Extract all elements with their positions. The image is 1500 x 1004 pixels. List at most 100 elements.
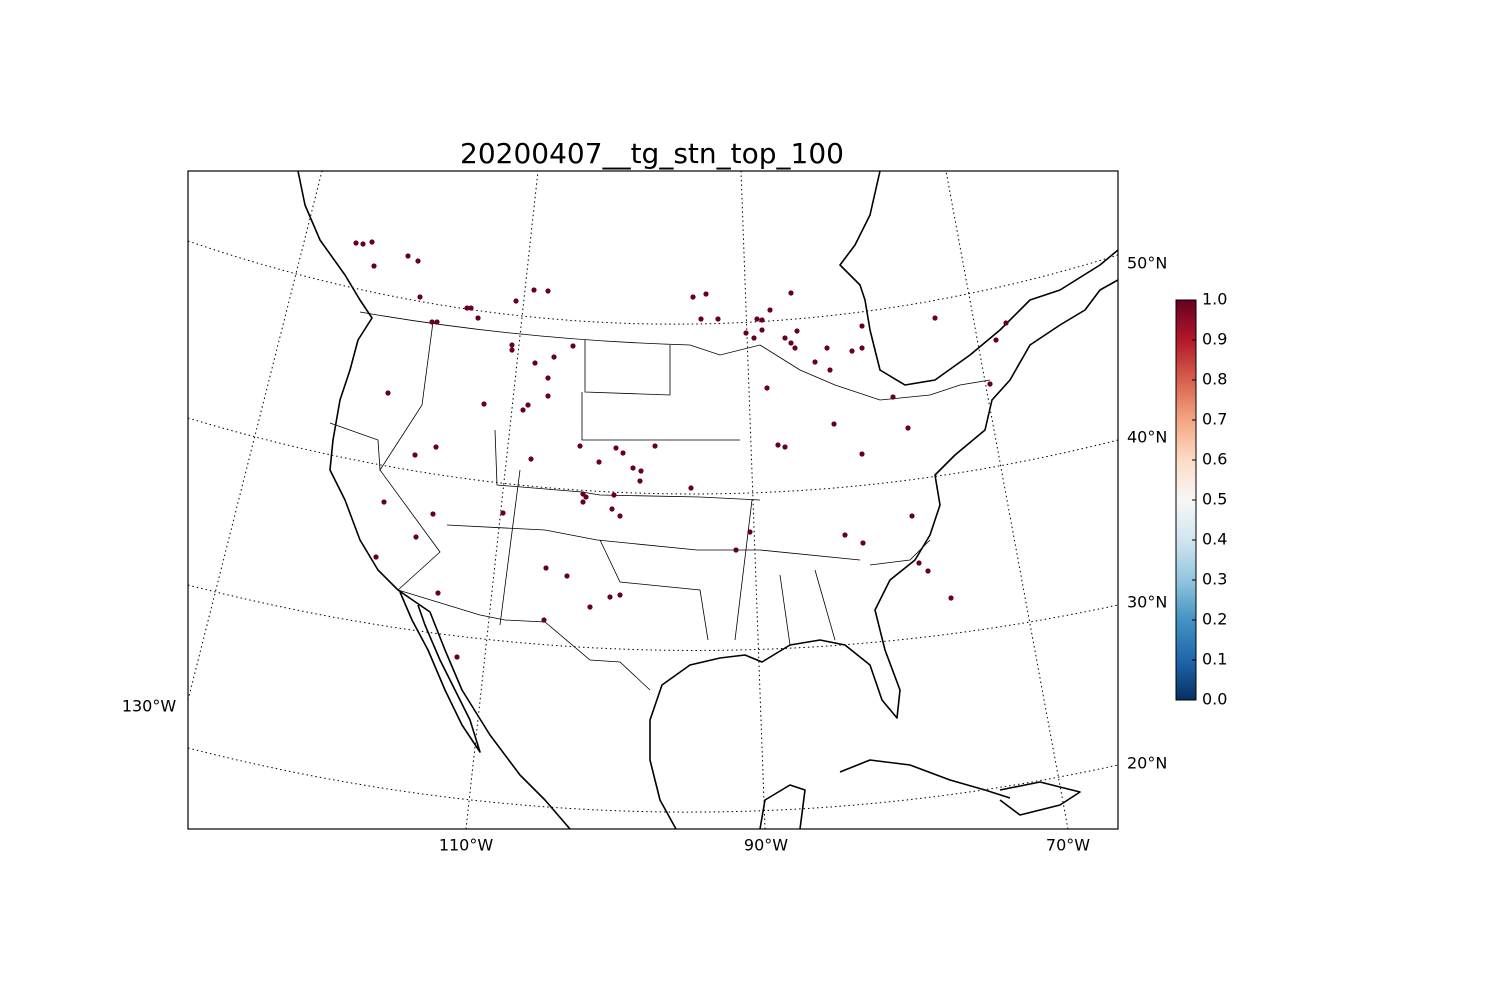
station (909, 513, 915, 519)
map-title: 20200407__tg_stn_top_100 (460, 137, 844, 170)
station (759, 327, 765, 333)
station (531, 287, 537, 293)
station (371, 263, 377, 269)
station (987, 381, 993, 387)
colorbar-tick-label: 0.1 (1202, 650, 1227, 669)
lon-label: 90°W (744, 836, 788, 855)
station (545, 393, 551, 399)
station (369, 239, 375, 245)
station (583, 494, 589, 500)
station (638, 468, 644, 474)
station (764, 385, 770, 391)
map-area (188, 171, 1118, 829)
station (551, 354, 557, 360)
station (794, 328, 800, 334)
station (513, 298, 519, 304)
country-border (359, 311, 991, 401)
station (580, 499, 586, 505)
station (620, 450, 626, 456)
station (464, 305, 470, 311)
map-frame (187, 170, 1119, 830)
station (434, 319, 440, 325)
station (564, 573, 570, 579)
coastline (649, 279, 1118, 829)
station (509, 347, 515, 353)
coastline (759, 759, 1081, 829)
station (782, 444, 788, 450)
station (577, 443, 583, 449)
station (607, 594, 613, 600)
station (759, 317, 765, 323)
station (596, 459, 602, 465)
station (812, 359, 818, 365)
parallel (188, 584, 1118, 651)
station (788, 340, 794, 346)
station (454, 654, 460, 660)
coastline (839, 171, 1118, 386)
station (570, 343, 576, 349)
station (435, 590, 441, 596)
station (754, 316, 760, 322)
station (842, 532, 848, 538)
parallel (188, 747, 1118, 813)
station (630, 465, 636, 471)
station (587, 604, 593, 610)
station (859, 345, 865, 351)
colorbar-tick-label: 0.5 (1202, 490, 1227, 509)
station (385, 390, 391, 396)
colorbar-tick-label: 0.6 (1202, 450, 1227, 469)
station (788, 290, 794, 296)
station (617, 513, 623, 519)
station (767, 307, 773, 313)
colorbar-tick-label: 1.0 (1202, 290, 1227, 309)
station-markers (353, 239, 1009, 660)
station (509, 342, 515, 348)
station (860, 540, 866, 546)
parallel (188, 240, 1118, 325)
coastline (297, 171, 571, 829)
station (415, 258, 421, 264)
station (993, 337, 999, 343)
colorbar-tick-label: 0.0 (1202, 690, 1227, 709)
colorbar-tick-label: 0.2 (1202, 610, 1227, 629)
lon-label: 70°W (1046, 836, 1090, 855)
station (412, 452, 418, 458)
lat-label: 50°N (1127, 254, 1167, 273)
station (543, 565, 549, 571)
station (1003, 320, 1009, 326)
meridian (188, 171, 323, 701)
station (715, 316, 721, 322)
station (932, 315, 938, 321)
station (611, 492, 617, 498)
station (381, 499, 387, 505)
colorbar-tick-label: 0.7 (1202, 410, 1227, 429)
station (792, 345, 798, 351)
colorbar-tick-label: 0.3 (1202, 570, 1227, 589)
station (782, 335, 788, 341)
colorbar-tick-label: 0.8 (1202, 370, 1227, 389)
station (613, 445, 619, 451)
station (733, 547, 739, 553)
station (703, 291, 709, 297)
station (831, 421, 837, 427)
station (690, 294, 696, 300)
lat-label: 40°N (1127, 428, 1167, 447)
station (751, 335, 757, 341)
station (743, 330, 749, 336)
station (525, 402, 531, 408)
station (405, 253, 411, 259)
lon-label: 110°W (439, 836, 494, 855)
meridian (465, 171, 539, 829)
station (413, 534, 419, 540)
lat-label: 30°N (1127, 593, 1167, 612)
station (637, 478, 643, 484)
station (688, 485, 694, 491)
station (475, 315, 481, 321)
station (916, 560, 922, 566)
station (430, 511, 436, 517)
station (775, 442, 781, 448)
station (541, 617, 547, 623)
colorbar: 0.0 0.1 0.2 0.3 0.4 0.5 0.6 0.7 0.8 0.9 1.0 (1175, 290, 1227, 709)
country-border (397, 589, 651, 691)
